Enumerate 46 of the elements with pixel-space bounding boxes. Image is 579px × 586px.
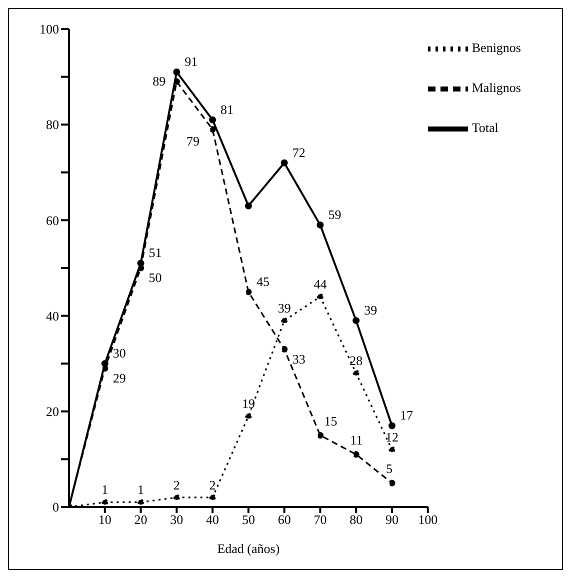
- data-label: 59: [328, 206, 342, 222]
- data-label: 81: [220, 102, 234, 117]
- x-tick-label: 50: [242, 512, 255, 528]
- data-label: 91: [184, 54, 198, 70]
- data-label: 17: [400, 408, 414, 423]
- x-tick-label: 30: [170, 512, 184, 528]
- data-label: 15: [324, 413, 338, 428]
- x-tick-label: 10: [98, 512, 112, 528]
- data-label: 5: [386, 461, 392, 476]
- legend-label: Total: [472, 120, 498, 135]
- x-tick-label: 100: [418, 512, 438, 528]
- data-label: 72: [292, 144, 306, 160]
- x-tick-label: 20: [134, 512, 148, 528]
- x-tick-label: 70: [314, 512, 327, 528]
- y-tick-label: 100: [40, 22, 59, 37]
- data-label: 29: [112, 370, 126, 386]
- data-label: 1: [102, 482, 108, 498]
- data-label: 12: [385, 430, 398, 445]
- y-tick-label: 60: [46, 212, 59, 228]
- x-tick-label: 40: [206, 512, 220, 528]
- x-axis-title: Edad (años): [217, 541, 280, 556]
- y-tick-label: 20: [46, 404, 59, 420]
- data-label: 45: [256, 274, 270, 289]
- data-label: 89: [152, 74, 166, 89]
- data-label: 51: [148, 245, 162, 260]
- data-label: 39: [278, 300, 291, 316]
- data-label: 44: [314, 276, 328, 292]
- data-label: 2: [209, 477, 216, 492]
- data-label: 50: [148, 270, 162, 285]
- data-label: 28: [350, 353, 363, 368]
- x-tick-label: 90: [385, 512, 398, 528]
- legend-label: Benignos: [472, 40, 521, 55]
- y-tick-label: 40: [46, 308, 59, 324]
- data-label: 2: [173, 477, 180, 492]
- data-label: 33: [292, 351, 306, 366]
- y-tick-label: 80: [46, 117, 59, 132]
- data-label: 30: [112, 346, 126, 361]
- data-label: 11: [350, 432, 363, 448]
- data-label: 1: [138, 482, 144, 498]
- legend-label: Malignos: [472, 80, 521, 95]
- data-label: 19: [242, 396, 255, 412]
- x-tick-label: 80: [350, 512, 363, 528]
- data-label: 79: [186, 133, 200, 148]
- x-tick-label: 60: [278, 512, 291, 528]
- data-label: 39: [364, 302, 378, 318]
- y-tick-label: 0: [52, 500, 59, 515]
